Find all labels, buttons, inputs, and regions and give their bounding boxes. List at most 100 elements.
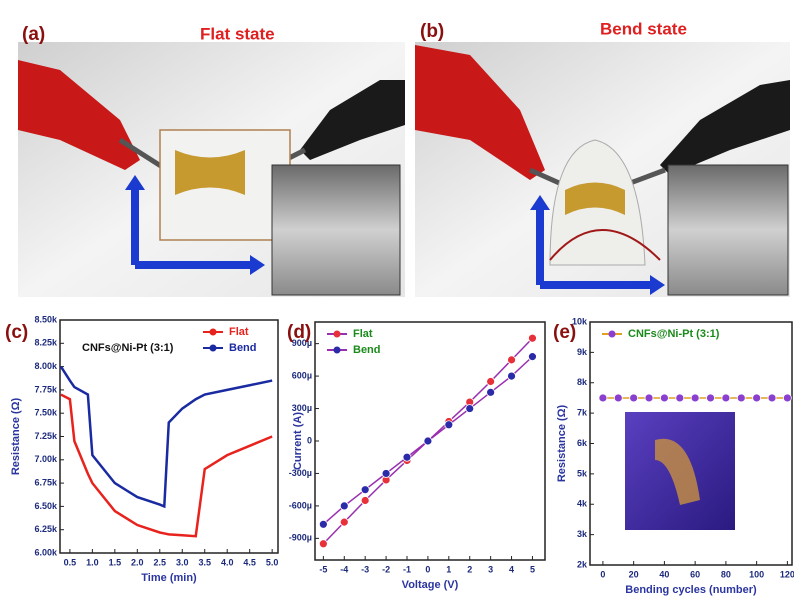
photo-glove (625, 412, 735, 530)
data-point (706, 393, 715, 403)
y-tick-label: 7.25k (34, 431, 58, 441)
legend-label: CNFs@Ni-Pt (3:1) (628, 328, 720, 340)
y-axis-title: Resistance (Ω) (10, 398, 22, 476)
x-tick-label: -5 (319, 564, 327, 574)
x-tick-label: 1.0 (86, 557, 99, 567)
legend-marker (608, 330, 616, 338)
panel-label: (d) (287, 322, 311, 343)
x-tick-label: 100 (749, 569, 764, 579)
legend-marker (333, 330, 341, 338)
data-point (528, 352, 537, 362)
data-point (318, 519, 328, 529)
y-tick-label: 4k (577, 499, 588, 509)
data-point (507, 371, 516, 381)
data-point (644, 393, 654, 403)
x-tick-label: 3 (488, 564, 493, 574)
x-tick-label: 80 (721, 569, 731, 579)
data-point (444, 420, 454, 430)
y-tick-label: 8.00k (34, 361, 58, 371)
y-tick-label: -300µ (289, 468, 312, 478)
panel-label: (a) (22, 24, 45, 45)
y-tick-label: 10k (572, 316, 588, 326)
annotation: CNFs@Ni-Pt (3:1) (82, 342, 174, 354)
data-point (767, 393, 777, 403)
series-line (60, 393, 273, 538)
data-point (465, 404, 475, 413)
y-tick-label: -600µ (289, 500, 312, 510)
data-point (423, 436, 433, 446)
panel-title: Bend state (600, 19, 687, 38)
data-point (752, 393, 762, 403)
x-axis-title: Bending cycles (number) (625, 584, 757, 596)
y-tick-label: 8k (577, 377, 588, 387)
data-point (629, 393, 639, 403)
legend-label: Bend (353, 344, 381, 356)
y-tick-label: 7.00k (34, 454, 58, 464)
y-tick-label: 7k (577, 408, 588, 418)
panel-title: Flat state (200, 24, 275, 43)
data-point (402, 452, 412, 462)
legend-marker (209, 328, 217, 336)
legend-marker (333, 346, 341, 354)
x-tick-label: 4 (509, 564, 514, 574)
x-tick-label: 40 (659, 569, 669, 579)
x-tick-label: 4.0 (221, 557, 234, 567)
data-point (486, 377, 496, 386)
x-tick-label: 5 (530, 564, 535, 574)
x-tick-label: 60 (690, 569, 700, 579)
y-tick-label: 0 (307, 435, 312, 445)
x-tick-label: 0 (600, 569, 605, 579)
x-tick-label: -1 (403, 564, 411, 574)
series-line (59, 365, 273, 509)
y-tick-label: 6.00k (34, 547, 58, 557)
y-tick-label: 900µ (292, 338, 312, 348)
y-tick-label: 5k (577, 468, 588, 478)
y-tick-label: -900µ (289, 533, 312, 543)
legend-label: Bend (229, 342, 257, 354)
x-tick-label: 3.0 (176, 557, 189, 567)
data-point (690, 393, 700, 403)
data-point (598, 393, 608, 403)
photo-flat (18, 42, 405, 297)
x-tick-label: 2 (467, 564, 472, 574)
y-tick-label: 8.25k (34, 338, 58, 348)
y-tick-label: 6.50k (34, 501, 58, 511)
y-tick-label: 8.50k (34, 314, 58, 324)
x-tick-label: 120 (780, 569, 794, 579)
data-point (660, 393, 669, 403)
y-tick-label: 300µ (292, 403, 312, 413)
x-tick-label: 1 (446, 564, 451, 574)
data-point (360, 496, 370, 505)
data-point (507, 355, 516, 365)
legend-label: Flat (229, 326, 249, 338)
y-tick-label: 7.50k (34, 408, 58, 418)
y-axis-title: Current (A) (292, 412, 304, 470)
data-point (675, 393, 685, 403)
x-tick-label: 0.5 (64, 557, 77, 567)
panel-label: (e) (553, 322, 576, 343)
data-point (782, 393, 792, 403)
y-tick-label: 7.75k (34, 384, 58, 394)
x-axis-title: Voltage (V) (402, 579, 459, 591)
data-point (339, 517, 349, 527)
data-point (613, 393, 623, 403)
y-tick-label: 6k (577, 438, 588, 448)
x-tick-label: -2 (382, 564, 390, 574)
y-tick-label: 6.75k (34, 477, 58, 487)
panel-label: (c) (5, 322, 28, 343)
x-tick-label: -3 (361, 564, 369, 574)
data-point (528, 333, 537, 343)
y-tick-label: 3k (577, 529, 588, 539)
data-point (381, 469, 391, 478)
x-tick-label: 1.5 (109, 557, 122, 567)
legend-label: Flat (353, 328, 373, 340)
data-point (339, 501, 349, 511)
x-tick-label: 0 (425, 564, 430, 574)
y-tick-label: 9k (577, 347, 588, 357)
x-tick-label: -4 (340, 564, 348, 574)
x-tick-label: 2.5 (154, 557, 167, 567)
data-point (721, 393, 731, 403)
x-tick-label: 20 (629, 569, 639, 579)
x-tick-label: 2.0 (131, 557, 144, 567)
